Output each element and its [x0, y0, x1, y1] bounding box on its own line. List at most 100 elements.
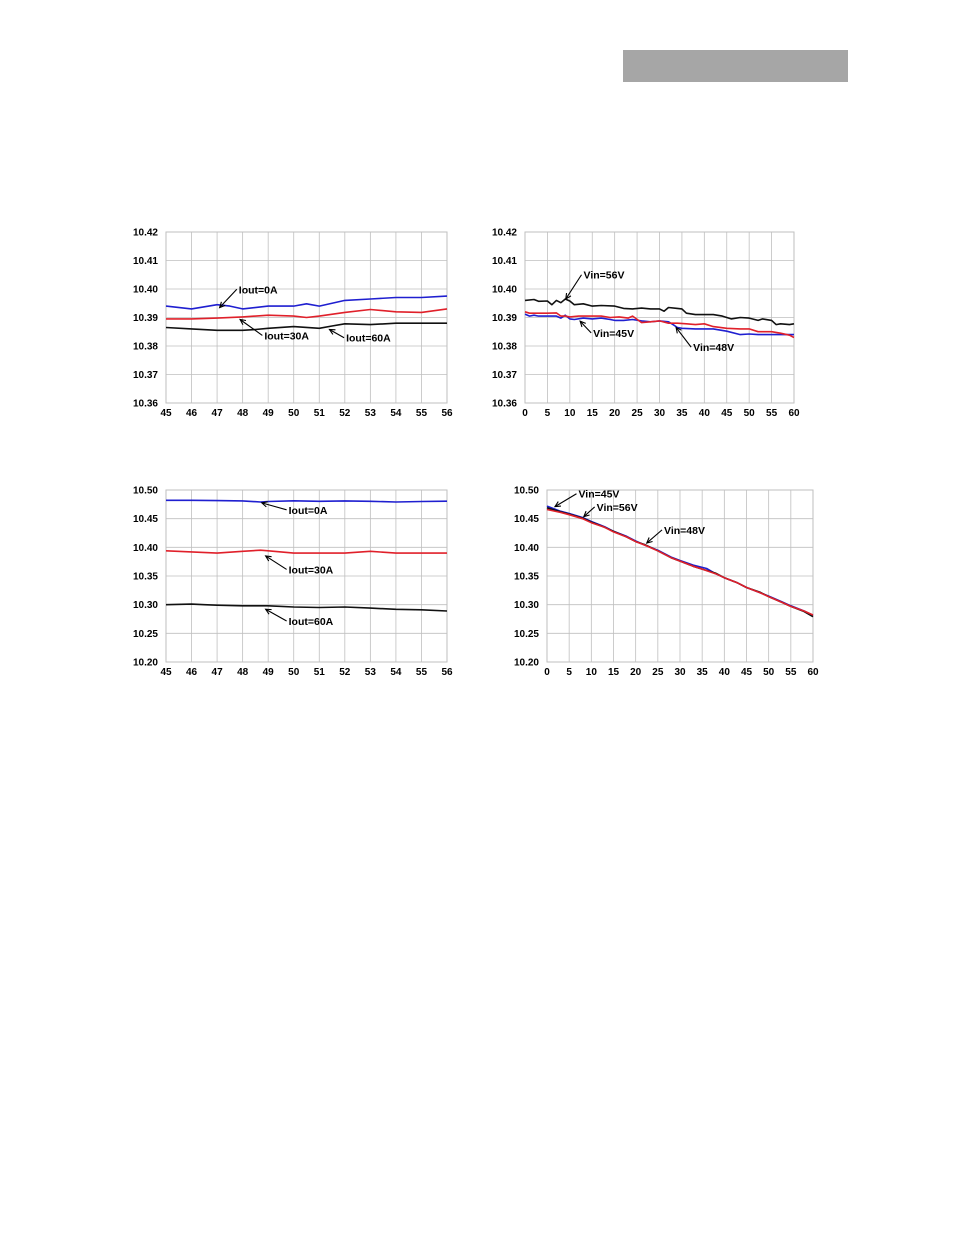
x-tick-label: 5 [545, 408, 551, 419]
annotation-arrow-line [583, 506, 596, 518]
x-tick-label: 10 [564, 408, 576, 419]
annotation-arrow-head [264, 608, 272, 615]
y-tick-label: 10.50 [514, 486, 539, 497]
y-tick-label: 10.45 [514, 514, 539, 525]
y-tick-label: 10.37 [133, 370, 158, 381]
chart-output-voltage-vs-temperature-bottom: 0 5 10 15 20 25 30 35 40 45 50 55 60 10.20 10.25 10.30 1… [514, 486, 819, 679]
x-tick-label: 60 [788, 408, 800, 419]
y-tick-label: 10.40 [514, 543, 539, 554]
y-tick-label: 10.39 [492, 313, 517, 324]
x-tick-label: 47 [212, 408, 224, 419]
y-tick-label: 10.30 [133, 600, 158, 611]
y-tick-label: 10.39 [133, 313, 158, 324]
x-tick-label: 0 [544, 667, 550, 678]
y-tick-label: 10.30 [514, 600, 539, 611]
x-tick-label: 0 [522, 408, 528, 419]
y-tick-label: 10.42 [492, 228, 517, 239]
y-tick-label: 10.40 [492, 285, 517, 296]
x-tick-label: 56 [441, 408, 453, 419]
y-tick-label: 10.25 [514, 629, 539, 640]
y-tick-label: 10.25 [133, 629, 158, 640]
series-line-2 [165, 549, 447, 554]
annotation-arrow-line [239, 319, 263, 336]
annotation-arrow-line [261, 502, 287, 511]
x-tick-label: 56 [441, 667, 453, 678]
x-tick-label: 50 [288, 408, 300, 419]
x-tick-label: 20 [630, 667, 642, 678]
annotation-label: Iout=0A [289, 505, 328, 517]
x-tick-label: 35 [676, 408, 688, 419]
annotation-arrow-line [554, 493, 577, 508]
x-tick-label: 10 [586, 667, 598, 678]
y-tick-label: 10.37 [492, 370, 517, 381]
x-tick-label: 40 [699, 408, 711, 419]
x-tick-label: 30 [674, 667, 686, 678]
x-tick-label: 53 [365, 667, 377, 678]
x-tick-label: 20 [609, 408, 621, 419]
x-tick-label: 40 [719, 667, 731, 678]
x-tick-label: 5 [566, 667, 572, 678]
series-line-1 [524, 298, 795, 326]
x-tick-label: 47 [212, 667, 224, 678]
chart-output-voltage-vs-input-voltage-top: 45 46 47 48 49 50 51 52 53 54 55 56 10.36 10.37 10.38 1… [133, 228, 453, 420]
annotation-label: Iout=30A [289, 564, 334, 576]
annotation-label: Vin=45V [578, 489, 619, 501]
x-tick-label: 46 [186, 667, 198, 678]
annotation-arrow-head [239, 318, 247, 326]
x-tick-label: 45 [160, 408, 172, 419]
series-line-2 [166, 308, 448, 320]
series-line-3 [546, 508, 814, 616]
annotation-label: Vin=56V [597, 502, 638, 514]
y-tick-label: 10.40 [133, 543, 158, 554]
annotation-label: Vin=48V [664, 525, 705, 537]
y-tick-label: 10.20 [133, 658, 158, 669]
annotation-arrow-line [579, 320, 592, 334]
x-tick-label: 48 [237, 667, 249, 678]
y-tick-label: 10.40 [133, 285, 158, 296]
x-tick-label: 30 [654, 408, 666, 419]
x-tick-label: 45 [741, 667, 753, 678]
x-tick-label: 60 [807, 667, 819, 678]
x-tick-label: 55 [766, 408, 778, 419]
y-tick-label: 10.45 [133, 514, 158, 525]
x-tick-label: 50 [744, 408, 756, 419]
series-line-3 [165, 603, 448, 612]
series-line-1 [166, 499, 448, 503]
x-tick-label: 25 [632, 408, 644, 419]
annotation-label: Iout=60A [346, 333, 391, 345]
x-tick-label: 53 [365, 408, 377, 419]
annotation-arrow-head [565, 292, 572, 301]
annotation-label: Vin=56V [584, 270, 625, 282]
x-tick-label: 49 [263, 667, 275, 678]
header-bar [623, 50, 848, 82]
x-tick-label: 50 [288, 667, 300, 678]
annotation-arrow-head [264, 555, 272, 562]
y-tick-label: 10.35 [514, 572, 539, 583]
annotation-label: Iout=0A [239, 284, 278, 296]
series-line-3 [524, 311, 795, 339]
x-tick-label: 54 [390, 408, 402, 419]
annotation-arrow-line [646, 529, 663, 544]
annotation-arrow-head [582, 510, 590, 518]
annotation-arrow-head [218, 301, 226, 309]
annotation-arrow-head [645, 537, 653, 544]
x-tick-label: 55 [416, 408, 428, 419]
annotation-label: Iout=60A [289, 616, 334, 628]
annotation-arrow-line [265, 555, 287, 570]
y-tick-label: 10.38 [133, 342, 158, 353]
annotation-arrow-line [265, 608, 287, 622]
x-tick-label: 15 [608, 667, 620, 678]
x-tick-label: 52 [339, 408, 351, 419]
x-tick-label: 15 [587, 408, 599, 419]
x-tick-label: 46 [186, 408, 198, 419]
y-tick-label: 10.36 [492, 399, 517, 410]
x-tick-label: 55 [785, 667, 797, 678]
x-tick-label: 54 [390, 667, 402, 678]
annotation-arrow-line [329, 328, 345, 339]
chart-output-voltage-vs-temperature-top: 0 5 10 15 20 25 30 35 40 45 50 55 60 10.36 10.37 10.38 1… [492, 228, 800, 420]
series-line-1 [165, 295, 448, 310]
x-tick-label: 25 [652, 667, 664, 678]
series-line-3 [165, 322, 447, 332]
y-tick-label: 10.42 [133, 228, 158, 239]
annotation-arrow-line [219, 288, 238, 308]
